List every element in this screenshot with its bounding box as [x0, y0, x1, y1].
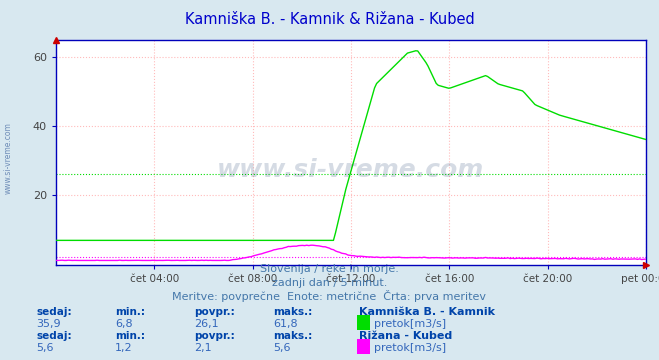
Text: maks.:: maks.:: [273, 307, 313, 317]
Text: 1,2: 1,2: [115, 343, 133, 353]
Text: Kamniška B. - Kamnik & Rižana - Kubed: Kamniška B. - Kamnik & Rižana - Kubed: [185, 12, 474, 27]
Text: povpr.:: povpr.:: [194, 307, 235, 317]
Text: www.si-vreme.com: www.si-vreme.com: [217, 158, 484, 182]
Text: 35,9: 35,9: [36, 319, 61, 329]
Text: 5,6: 5,6: [36, 343, 54, 353]
Text: pretok[m3/s]: pretok[m3/s]: [374, 343, 446, 353]
Text: zadnji dan / 5 minut.: zadnji dan / 5 minut.: [272, 278, 387, 288]
Text: 61,8: 61,8: [273, 319, 298, 329]
Text: povpr.:: povpr.:: [194, 331, 235, 341]
Text: sedaj:: sedaj:: [36, 307, 72, 317]
Text: 5,6: 5,6: [273, 343, 291, 353]
Text: pretok[m3/s]: pretok[m3/s]: [374, 319, 446, 329]
Text: maks.:: maks.:: [273, 331, 313, 341]
Text: min.:: min.:: [115, 331, 146, 341]
Text: sedaj:: sedaj:: [36, 331, 72, 341]
Text: 2,1: 2,1: [194, 343, 212, 353]
Text: Slovenija / reke in morje.: Slovenija / reke in morje.: [260, 264, 399, 274]
Text: 26,1: 26,1: [194, 319, 219, 329]
Text: min.:: min.:: [115, 307, 146, 317]
Text: www.si-vreme.com: www.si-vreme.com: [4, 122, 13, 194]
Text: 6,8: 6,8: [115, 319, 133, 329]
Text: Meritve: povprečne  Enote: metrične  Črta: prva meritev: Meritve: povprečne Enote: metrične Črta:…: [173, 289, 486, 302]
Text: Rižana - Kubed: Rižana - Kubed: [359, 331, 453, 341]
Text: Kamniška B. - Kamnik: Kamniška B. - Kamnik: [359, 307, 495, 317]
